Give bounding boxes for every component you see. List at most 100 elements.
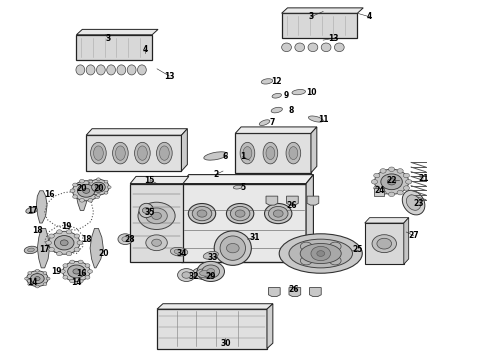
Circle shape <box>374 173 380 178</box>
Polygon shape <box>311 127 317 173</box>
Circle shape <box>329 256 341 265</box>
Circle shape <box>74 247 80 252</box>
Circle shape <box>35 285 39 288</box>
Bar <box>76 35 152 60</box>
Circle shape <box>70 260 74 264</box>
Circle shape <box>66 252 72 256</box>
Circle shape <box>265 203 292 224</box>
Text: 3: 3 <box>308 12 314 21</box>
Ellipse shape <box>159 146 169 160</box>
Text: 13: 13 <box>328 34 338 43</box>
Ellipse shape <box>203 251 219 259</box>
Polygon shape <box>307 196 319 205</box>
Ellipse shape <box>26 207 37 213</box>
Circle shape <box>49 234 54 238</box>
Circle shape <box>152 212 161 220</box>
Bar <box>235 134 311 173</box>
Bar <box>181 184 306 262</box>
Ellipse shape <box>199 270 212 276</box>
Circle shape <box>63 275 68 279</box>
Circle shape <box>73 181 100 201</box>
Circle shape <box>46 241 51 245</box>
Circle shape <box>26 271 48 287</box>
Circle shape <box>118 234 133 244</box>
Circle shape <box>85 275 90 279</box>
Ellipse shape <box>135 142 150 164</box>
Ellipse shape <box>300 243 341 264</box>
Circle shape <box>56 230 62 234</box>
Circle shape <box>77 241 83 245</box>
Ellipse shape <box>113 142 128 164</box>
Polygon shape <box>235 127 317 134</box>
Text: 14: 14 <box>27 278 38 287</box>
Ellipse shape <box>24 246 38 254</box>
Circle shape <box>230 206 250 221</box>
Text: 13: 13 <box>164 72 174 81</box>
Circle shape <box>97 178 100 181</box>
Ellipse shape <box>214 231 251 265</box>
Text: 8: 8 <box>289 105 294 114</box>
Circle shape <box>380 169 386 173</box>
Polygon shape <box>289 288 301 297</box>
Text: 7: 7 <box>269 118 274 127</box>
Circle shape <box>403 173 410 178</box>
Text: 21: 21 <box>418 174 429 183</box>
Circle shape <box>107 186 111 189</box>
Text: 12: 12 <box>271 77 282 86</box>
Circle shape <box>63 261 90 282</box>
Ellipse shape <box>406 195 421 210</box>
Text: 19: 19 <box>51 267 62 276</box>
Circle shape <box>43 283 47 285</box>
Polygon shape <box>310 288 321 297</box>
Polygon shape <box>404 218 409 264</box>
Circle shape <box>143 208 150 213</box>
Text: 31: 31 <box>249 233 260 242</box>
Circle shape <box>73 183 77 187</box>
Circle shape <box>60 240 68 246</box>
Text: 34: 34 <box>176 249 187 258</box>
Polygon shape <box>181 129 187 171</box>
Ellipse shape <box>197 261 224 282</box>
Circle shape <box>104 180 108 183</box>
Text: 30: 30 <box>220 339 231 348</box>
Polygon shape <box>365 218 409 223</box>
Circle shape <box>377 238 392 249</box>
Circle shape <box>202 265 220 278</box>
Circle shape <box>207 269 215 274</box>
Circle shape <box>95 183 100 187</box>
Polygon shape <box>157 304 273 309</box>
Polygon shape <box>266 196 278 205</box>
Ellipse shape <box>243 147 252 159</box>
Text: 27: 27 <box>408 231 419 240</box>
Ellipse shape <box>116 146 125 160</box>
Bar <box>282 13 357 39</box>
Circle shape <box>66 230 72 234</box>
Circle shape <box>374 169 409 194</box>
Circle shape <box>235 210 245 217</box>
Text: 22: 22 <box>386 176 397 185</box>
Ellipse shape <box>286 142 301 164</box>
Text: 16: 16 <box>44 190 55 199</box>
Polygon shape <box>282 8 363 13</box>
Circle shape <box>60 270 65 273</box>
Circle shape <box>182 272 191 278</box>
Circle shape <box>28 271 32 274</box>
Ellipse shape <box>107 65 116 75</box>
Ellipse shape <box>282 43 292 51</box>
Ellipse shape <box>171 247 188 256</box>
Polygon shape <box>36 191 47 223</box>
Text: 33: 33 <box>208 253 219 262</box>
Ellipse shape <box>220 236 245 260</box>
Circle shape <box>269 206 288 221</box>
Ellipse shape <box>308 116 323 122</box>
Ellipse shape <box>292 90 305 95</box>
Circle shape <box>79 179 84 183</box>
Bar <box>374 188 384 196</box>
Bar <box>365 223 404 264</box>
Ellipse shape <box>308 43 318 51</box>
Circle shape <box>146 235 167 251</box>
Ellipse shape <box>76 65 85 75</box>
Polygon shape <box>37 228 49 268</box>
Circle shape <box>387 179 396 185</box>
Circle shape <box>30 274 44 284</box>
